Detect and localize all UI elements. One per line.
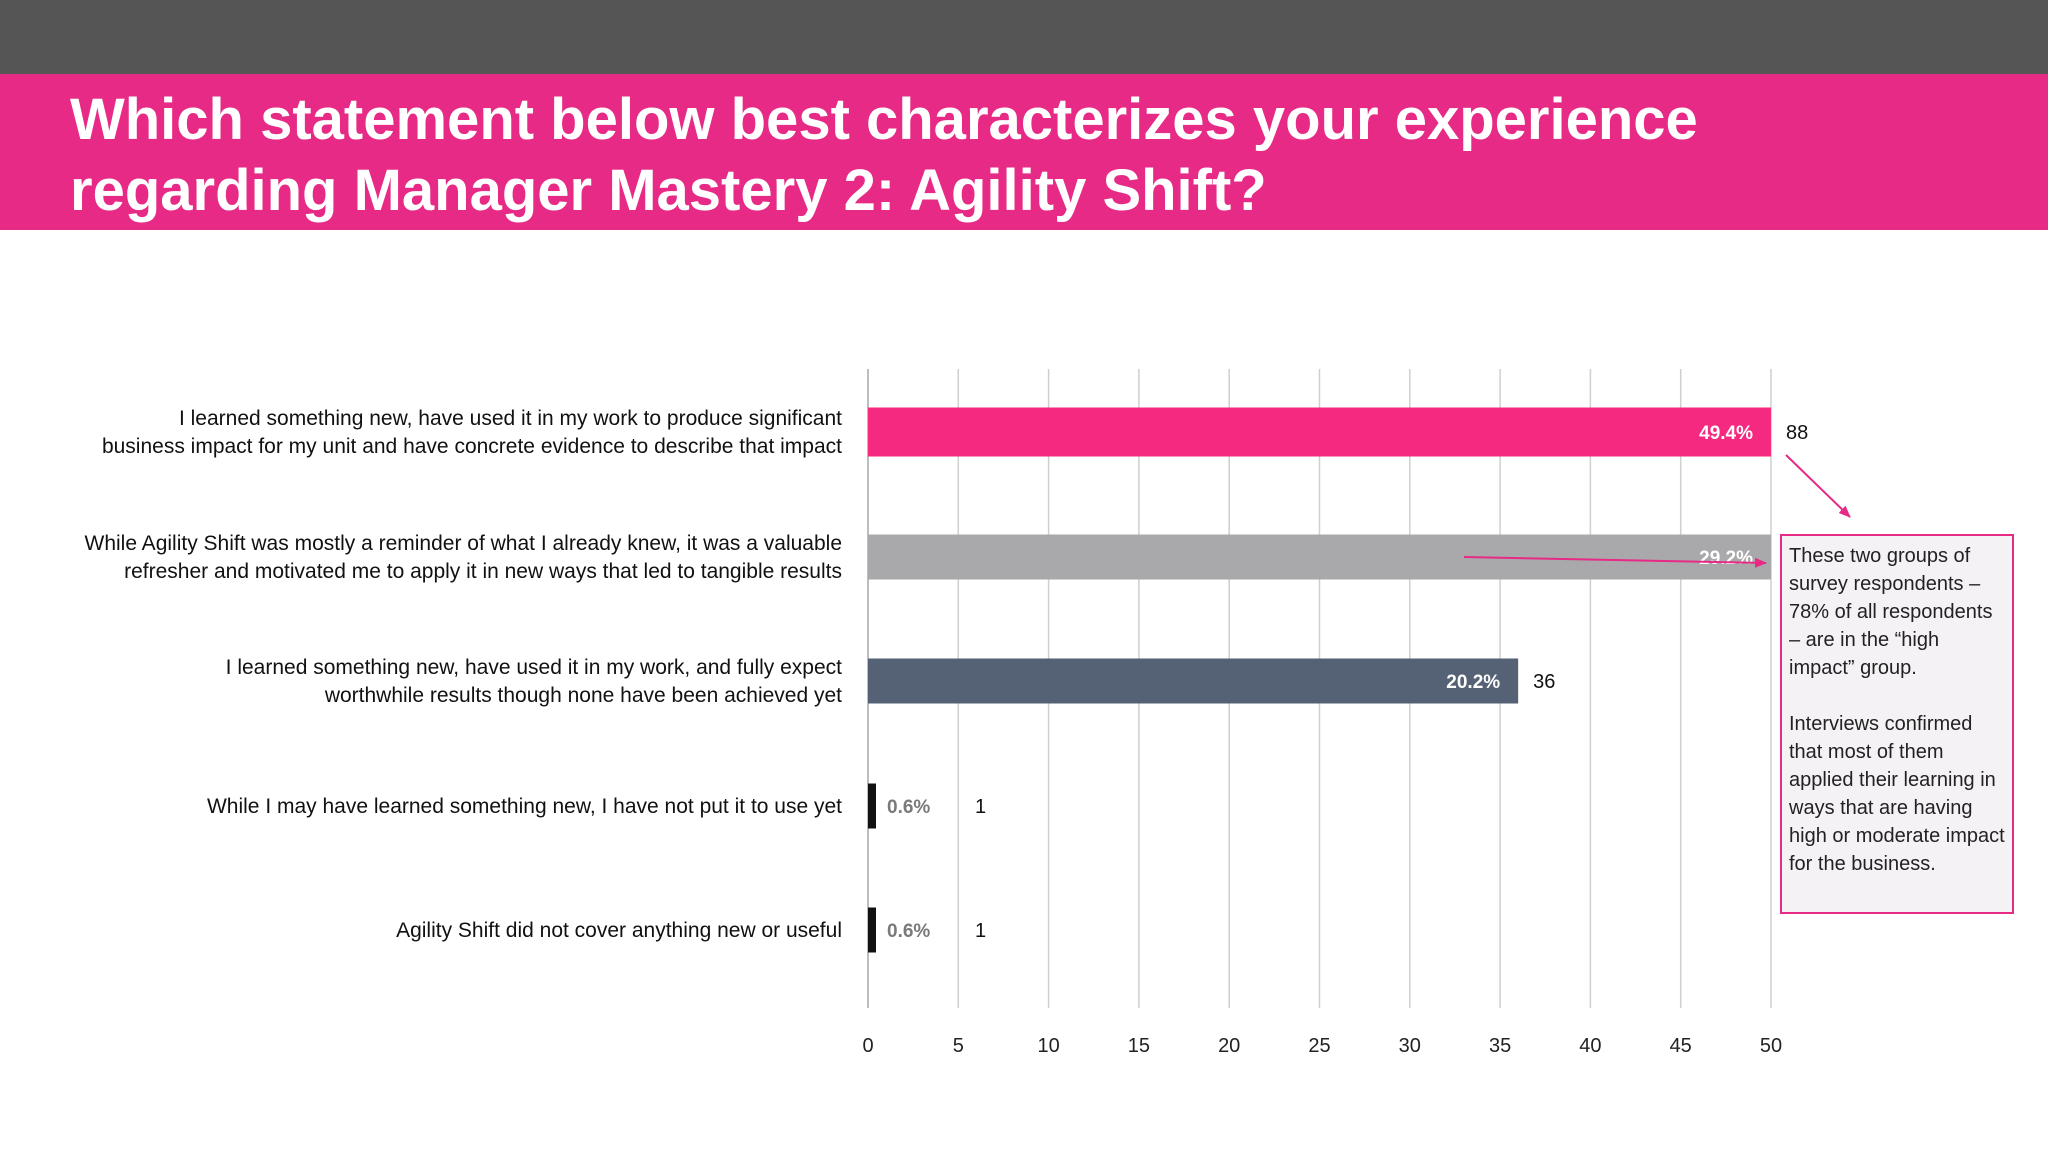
arrow-to-callout-2 [1463, 556, 1767, 568]
x-tick-label: 25 [1308, 1035, 1330, 1057]
category-label: While I may have learned something new, … [207, 795, 842, 818]
bars [868, 407, 1771, 953]
bar-percent-label: 20.2% [1446, 672, 1500, 693]
bar-percent-label: 29.2% [1699, 548, 1753, 569]
callout-box: These two groups of survey respondents –… [1780, 534, 2014, 914]
bar-percent-label: 49.4% [1699, 423, 1753, 444]
labels: 49.4% 88 I learned something new, have use… [85, 407, 1809, 942]
bar-percent-label: 0.6% [887, 797, 930, 818]
bar-percent-label: 0.6% [887, 921, 930, 942]
callout-paragraph-2: Interviews confirmed that most of them a… [1789, 713, 2005, 875]
x-tick-label: 40 [1579, 1035, 1601, 1057]
category-label: I learned something new, have used it in… [226, 656, 842, 707]
x-axis-ticks: 0 5 10 15 20 25 30 35 40 45 50 [862, 1035, 1782, 1057]
category-label: While Agility Shift was mostly a reminde… [85, 532, 843, 583]
bar-count-label: 88 [1786, 422, 1808, 444]
bar [868, 658, 1519, 704]
bar [868, 907, 876, 953]
category-label: I learned something new, have used it in… [102, 407, 842, 458]
bar-count-label: 1 [975, 920, 986, 942]
bar [868, 534, 1771, 580]
x-tick-label: 30 [1399, 1035, 1421, 1057]
x-tick-label: 45 [1670, 1035, 1692, 1057]
arrow-to-callout-1 [1785, 454, 1851, 518]
x-tick-label: 5 [953, 1035, 964, 1057]
x-tick-label: 15 [1128, 1035, 1150, 1057]
category-label: Agility Shift did not cover anything new… [396, 919, 842, 942]
title-band: Which statement below best characterizes… [0, 74, 2048, 230]
bar-count-label: 36 [1533, 671, 1555, 693]
x-tick-label: 10 [1037, 1035, 1059, 1057]
x-tick-label: 20 [1218, 1035, 1240, 1057]
callout-paragraph-1: These two groups of survey respondents –… [1789, 545, 1993, 679]
bar-count-label: 1 [975, 796, 986, 818]
bar [868, 407, 1771, 457]
x-tick-label: 50 [1760, 1035, 1782, 1057]
x-tick-label: 35 [1489, 1035, 1511, 1057]
x-tick-label: 0 [862, 1035, 873, 1057]
slide-title: Which statement below best characterizes… [70, 87, 1698, 223]
bar [868, 783, 876, 829]
barcode-strip [0, 0, 2048, 74]
